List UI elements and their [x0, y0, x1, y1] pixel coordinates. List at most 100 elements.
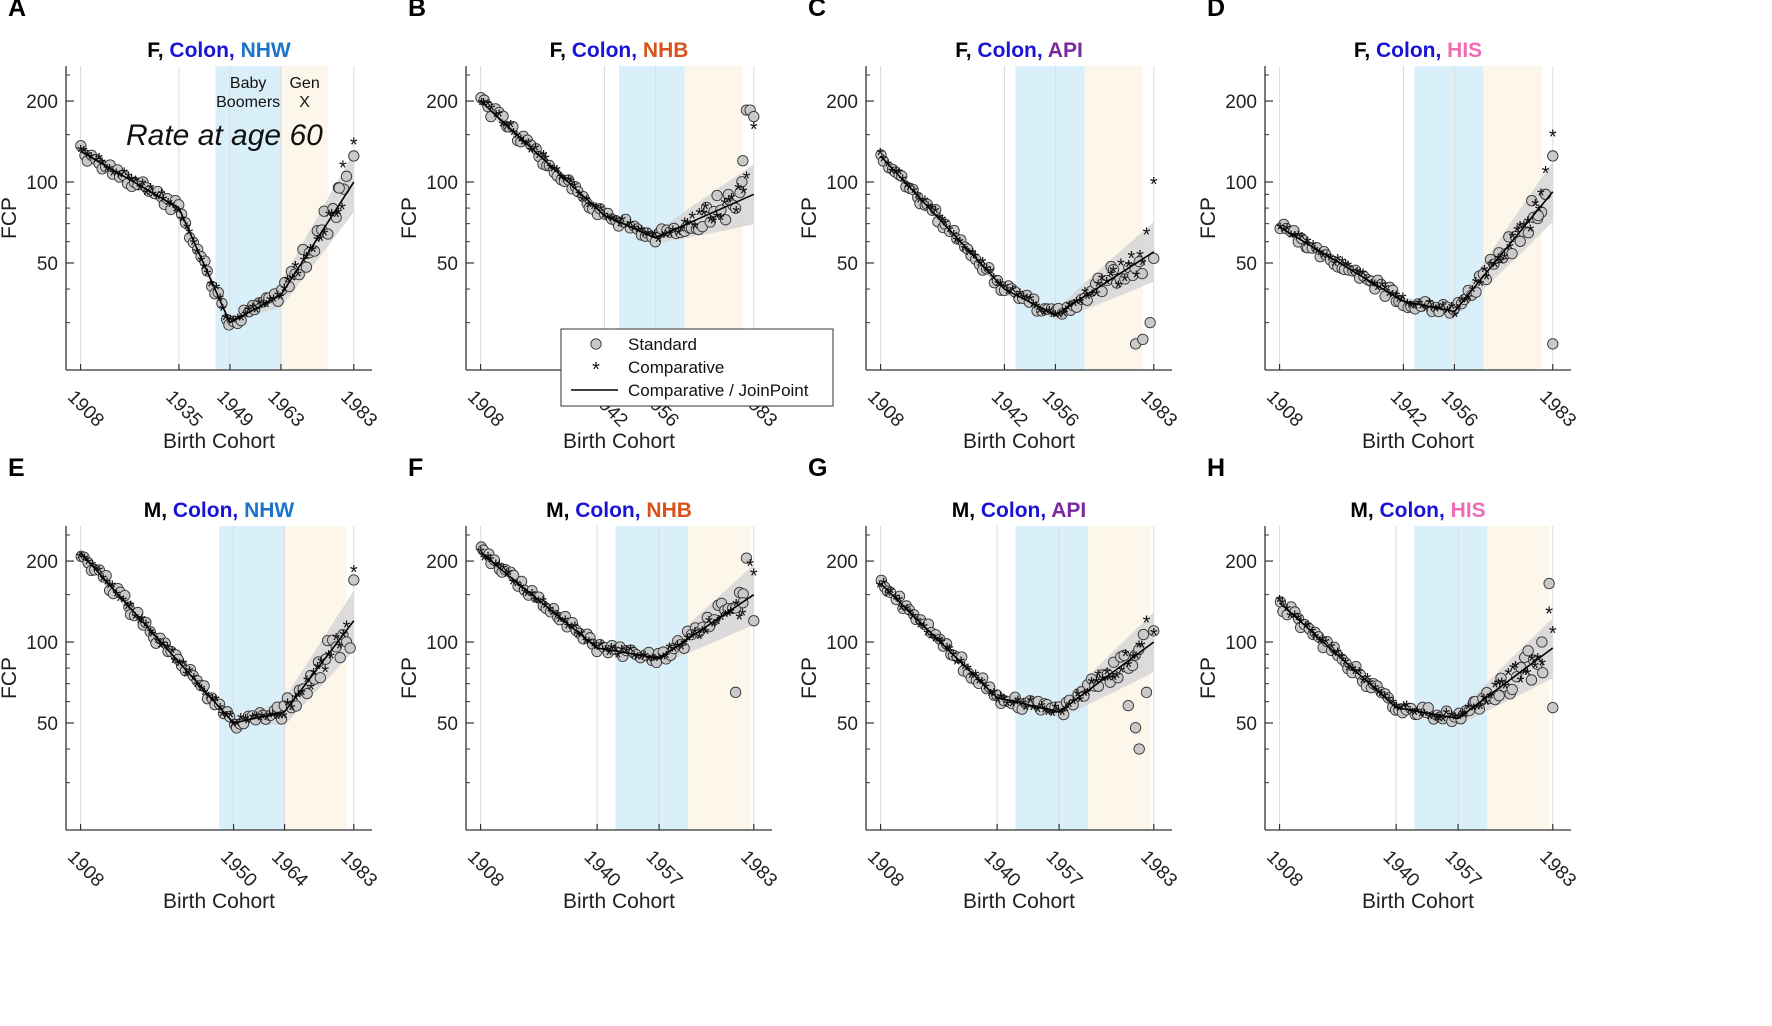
x-tick-label: 1908 [1262, 387, 1307, 432]
comparative-point: * [1481, 262, 1489, 284]
comparative-point: * [492, 556, 500, 578]
comparative-point: * [1051, 307, 1059, 329]
comparative-point: * [258, 708, 266, 730]
comparative-point: * [185, 224, 193, 246]
comparative-point: * [1491, 257, 1499, 279]
comparative-point: * [332, 207, 340, 229]
title-site: Colon, [1370, 39, 1441, 62]
comparative-point: * [343, 618, 351, 640]
comparative-point: * [1421, 706, 1429, 728]
x-axis-label: Birth Cohort [563, 430, 675, 453]
comparative-point: * [903, 601, 911, 623]
comparative-point: * [1117, 663, 1125, 685]
standard-point [1536, 636, 1548, 648]
panel-G: ****************************************… [798, 454, 1181, 913]
comparative-point: * [478, 95, 486, 117]
standard-point [719, 214, 732, 226]
x-tick-label: 1963 [263, 387, 308, 432]
y-tick-label: 100 [826, 173, 858, 194]
comparative-point: * [209, 691, 217, 713]
comparative-point: * [1389, 287, 1397, 309]
comparative-point: * [655, 651, 663, 673]
comparative-point: * [1349, 661, 1357, 683]
comparative-point: * [649, 650, 657, 672]
comparative-point: * [1448, 299, 1456, 321]
comparative-point: * [339, 627, 347, 649]
standard-point [1107, 263, 1120, 276]
comparative-point: * [734, 180, 742, 202]
x-tick-label: 1940 [980, 847, 1025, 892]
comparative-point: * [608, 211, 616, 233]
standard-point [711, 189, 723, 202]
comparative-point: * [1327, 251, 1335, 273]
standard-point [334, 651, 346, 664]
x-tick-label: 1956 [1038, 387, 1083, 432]
standard-point [1510, 671, 1523, 683]
comparative-point: * [77, 142, 85, 164]
comparative-point: * [637, 649, 645, 671]
comparative-point: * [325, 207, 333, 229]
comparative-point: * [634, 649, 642, 671]
title-site: Colon, [164, 39, 235, 62]
comparative-point: * [1504, 665, 1512, 687]
joinpoint-line [480, 100, 755, 239]
comparative-point: * [1129, 649, 1137, 671]
standard-point [1547, 150, 1559, 162]
y-tick-label: 50 [37, 254, 58, 275]
comparative-point: * [229, 716, 237, 738]
comparative-point: * [336, 639, 344, 661]
y-tick-label: 200 [826, 92, 858, 113]
comparative-point: * [1066, 297, 1074, 319]
title-site: Colon, [972, 39, 1043, 62]
comparative-point: * [1497, 254, 1505, 276]
comparative-point: * [1359, 673, 1367, 695]
comparative-point: * [604, 210, 612, 232]
comparative-point: * [477, 543, 485, 565]
panel-title: M, Colon, NHB [546, 499, 692, 522]
comparative-point: * [914, 188, 922, 210]
comparative-point: * [207, 276, 215, 298]
joinpoint-line [480, 551, 755, 660]
comparative-point: * [517, 580, 525, 602]
panel-title: M, Colon, NHW [144, 499, 295, 522]
comparative-point: * [1138, 638, 1146, 660]
comparative-point: * [1521, 665, 1529, 687]
comparative-point: * [288, 700, 296, 722]
comparative-point: * [727, 604, 735, 626]
comparative-point: * [949, 648, 957, 670]
comparative-point: * [521, 584, 529, 606]
comparative-point: * [549, 161, 557, 183]
standard-point [1473, 703, 1486, 715]
comparative-point: * [1542, 163, 1550, 185]
comparative-point: * [898, 600, 906, 622]
comparative-point: * [1429, 300, 1437, 322]
comparative-point: * [680, 636, 688, 658]
title-site: Colon, [566, 39, 637, 62]
comparative-point: * [1413, 704, 1421, 726]
panel-D: ****************************************… [1197, 0, 1580, 453]
comparative-point: * [578, 191, 586, 213]
y-axis-label: FCP [1197, 657, 1220, 699]
x-tick-label: 1983 [1136, 387, 1181, 432]
comparative-point: * [666, 227, 674, 249]
comparative-point: * [484, 549, 492, 571]
comparative-point: * [1374, 280, 1382, 302]
panel-letter: A [8, 0, 26, 22]
comparative-point: * [1115, 278, 1123, 300]
comparative-point: * [1371, 277, 1379, 299]
comparative-point: * [1093, 286, 1101, 308]
comparative-point: * [1470, 700, 1478, 722]
comparative-point: * [1150, 174, 1158, 196]
comparative-point: * [84, 147, 92, 169]
title-race: NHW [238, 499, 294, 522]
comparative-point: * [276, 708, 284, 730]
comparative-point: * [713, 614, 721, 636]
comparative-point: * [517, 131, 525, 153]
standard-point [704, 216, 716, 228]
comparative-point: * [1081, 686, 1089, 708]
comparative-point: * [1477, 699, 1485, 721]
comparative-point: * [350, 562, 358, 584]
comparative-point: * [707, 212, 715, 234]
comparative-point: * [200, 259, 208, 281]
joinpoint-line [879, 155, 1155, 317]
